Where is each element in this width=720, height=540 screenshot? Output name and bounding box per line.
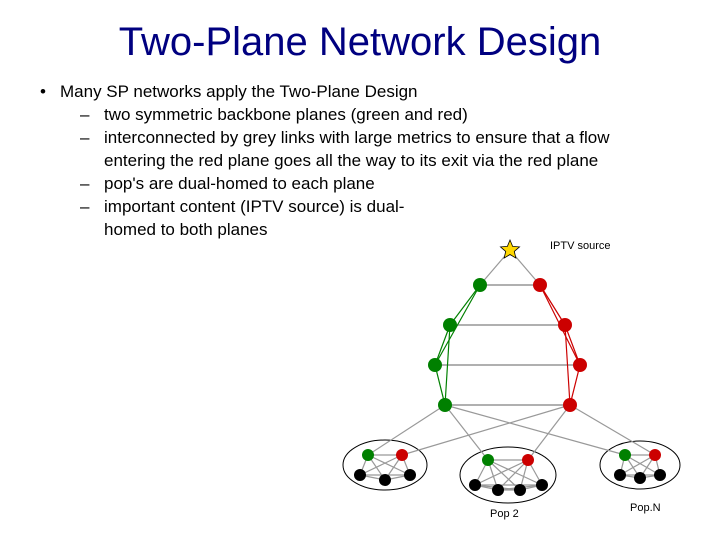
sub-bullet: – pop's are dual-homed to each plane	[80, 173, 680, 196]
sub-text: interconnected by grey links with large …	[104, 127, 680, 173]
main-bullet: • Many SP networks apply the Two-Plane D…	[40, 81, 680, 104]
popn-label: Pop.N	[630, 502, 661, 514]
page-title: Two-Plane Network Design	[40, 20, 680, 65]
network-diagram: IPTV source Pop 2 Pop.N	[330, 230, 690, 510]
content-block: • Many SP networks apply the Two-Plane D…	[40, 81, 680, 242]
iptv-label: IPTV source	[550, 240, 611, 252]
sub-bullet: – interconnected by grey links with larg…	[80, 127, 680, 173]
sub-bullet-list: – two symmetric backbone planes (green a…	[80, 104, 680, 242]
sub-text: pop's are dual-homed to each plane	[104, 173, 474, 196]
sub-text: two symmetric backbone planes (green and…	[104, 104, 680, 127]
dash-icon: –	[80, 196, 104, 219]
dash-icon: –	[80, 127, 104, 150]
network-svg	[330, 230, 690, 510]
dash-icon: –	[80, 173, 104, 196]
sub-bullet: – two symmetric backbone planes (green a…	[80, 104, 680, 127]
pop2-label: Pop 2	[490, 508, 519, 520]
dash-icon: –	[80, 104, 104, 127]
bullet-dot: •	[40, 81, 60, 104]
main-bullet-text: Many SP networks apply the Two-Plane Des…	[60, 81, 680, 104]
